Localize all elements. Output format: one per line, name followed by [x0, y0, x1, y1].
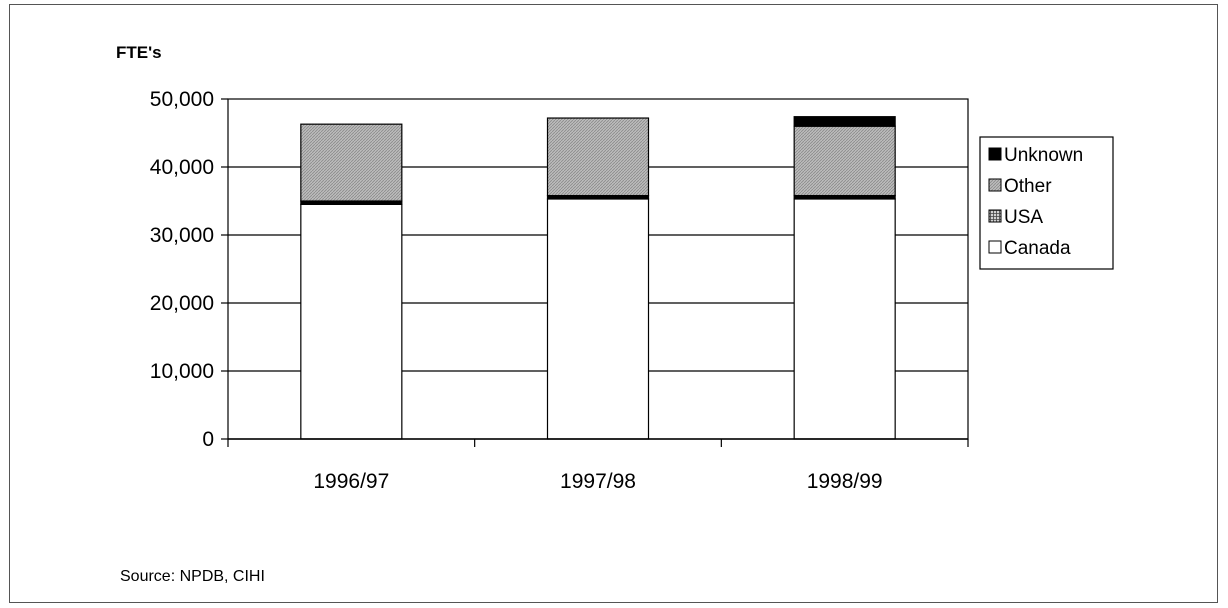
bar-segment-other — [300, 123, 403, 202]
legend-box — [979, 136, 1114, 270]
bar-segment-other — [546, 117, 650, 197]
y-axis-label: FTE's — [116, 43, 162, 62]
x-tick-label: 1997/98 — [560, 470, 636, 493]
bar-segment-canada — [300, 203, 403, 440]
legend-label-usa: USA — [1004, 207, 1043, 228]
y-tick-label: 30,000 — [150, 224, 214, 247]
legend-swatch-usa — [988, 209, 1002, 223]
y-tick-label: 0 — [202, 428, 214, 451]
x-axis: 1996/97 1997/98 1998/99 — [227, 438, 969, 493]
y-tick-label: 50,000 — [150, 88, 214, 111]
x-tick-label: 1996/97 — [313, 470, 389, 493]
bars — [300, 116, 896, 440]
legend-swatch-other — [988, 178, 1002, 192]
legend-label-other: Other — [1004, 176, 1052, 197]
legend-label-unknown: Unknown — [1004, 145, 1083, 166]
y-axis: 0 10,000 20,000 30,000 40,000 50,000 — [150, 88, 228, 451]
y-tick-label: 20,000 — [150, 292, 214, 315]
bar-segment-unknown — [793, 116, 896, 127]
bar-segment-other — [793, 125, 896, 197]
bar-segment-canada — [546, 198, 650, 440]
x-tick-label: 1998/99 — [807, 470, 883, 493]
bar-segment-canada — [793, 198, 896, 440]
legend: Unknown Other USA Canada — [979, 136, 1114, 270]
source-note: Source: NPDB, CIHI — [120, 568, 265, 585]
legend-label-canada: Canada — [1004, 238, 1071, 259]
legend-swatch-canada — [988, 240, 1002, 254]
legend-swatch-unknown — [988, 147, 1002, 161]
y-tick-label: 10,000 — [150, 360, 214, 383]
y-tick-label: 40,000 — [150, 156, 214, 179]
